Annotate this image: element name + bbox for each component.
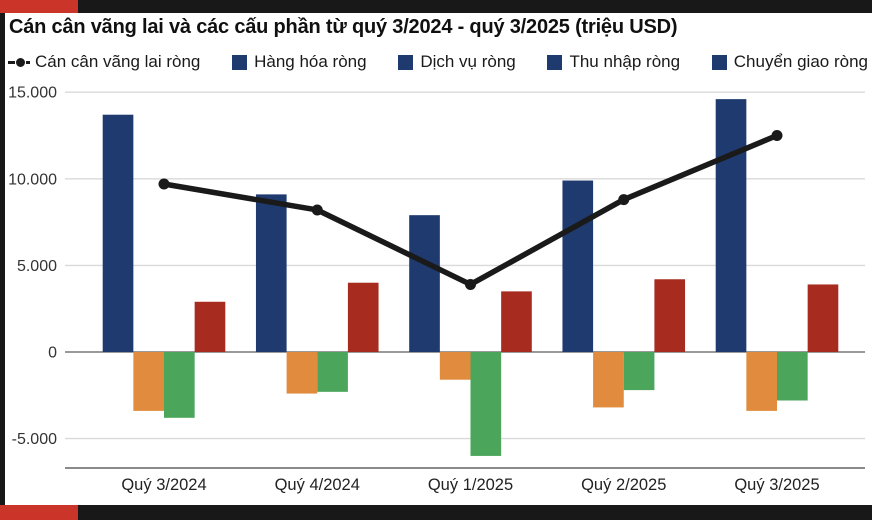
bar	[562, 180, 594, 352]
x-axis-category-label: Quý 3/2025	[734, 476, 819, 494]
bar	[409, 215, 440, 352]
legend-item-services: Dịch vụ ròng	[398, 52, 516, 72]
bar	[623, 352, 655, 391]
bar	[317, 352, 348, 392]
x-axis-category-label: Quý 4/2024	[275, 476, 360, 494]
line-point	[465, 278, 476, 290]
y-axis-tick-label: 0	[48, 345, 57, 362]
chart-legend: Cán cân vãng lai ròng Hàng hóa ròng Dịch…	[8, 50, 868, 74]
bar	[746, 352, 777, 411]
line-dot-marker-icon	[8, 57, 30, 67]
chart-title: Cán cân vãng lai và các cấu phần từ quý …	[9, 16, 678, 38]
legend-item-transfers: Chuyển giao ròng	[711, 52, 868, 72]
x-axis-category-label: Quý 2/2025	[581, 476, 666, 494]
bottom-divider-accent	[0, 505, 78, 520]
bar	[593, 352, 624, 408]
x-axis-category-label: Quý 3/2024	[121, 476, 206, 494]
legend-label: Cán cân vãng lai ròng	[35, 52, 201, 71]
top-divider-bar	[0, 0, 872, 13]
legend-label: Thu nhập ròng	[569, 52, 681, 71]
square-marker-icon	[232, 54, 248, 70]
bar	[654, 279, 686, 352]
bar	[286, 352, 318, 394]
y-axis-tick-label: -5.000	[12, 431, 57, 448]
bar	[347, 282, 379, 352]
legend-item-income: Thu nhập ròng	[547, 52, 680, 72]
bar	[194, 301, 226, 352]
legend-label: Hàng hóa ròng	[254, 52, 367, 71]
square-marker-icon	[711, 54, 727, 70]
bar	[470, 352, 502, 456]
bar	[133, 352, 164, 411]
y-axis-tick-label: 5.000	[17, 258, 57, 275]
legend-label: Dịch vụ ròng	[420, 52, 516, 71]
line-point	[771, 130, 783, 141]
bar	[102, 114, 134, 352]
bottom-divider-bar	[0, 505, 872, 520]
bar	[255, 194, 287, 352]
legend-item-goods: Hàng hóa ròng	[232, 52, 367, 72]
y-axis-tick-label: 10.000	[8, 171, 57, 188]
line-point	[158, 178, 170, 190]
bar	[501, 291, 532, 352]
chart-svg: 15.000 10.000 5.000 0 -5.000 Quý 3/2024 Quý 4/…	[8, 85, 865, 494]
legend-label: Chuyển giao ròng	[733, 52, 868, 71]
bar	[715, 99, 747, 353]
bar	[807, 284, 839, 352]
legend-item-current-account: Cán cân vãng lai ròng	[8, 52, 200, 72]
bar	[777, 352, 808, 401]
top-divider-accent	[0, 0, 78, 13]
left-edge-bar	[0, 13, 5, 505]
x-axis-category-label: Quý 1/2025	[428, 476, 513, 494]
line-point	[618, 194, 630, 206]
bar	[439, 352, 471, 380]
square-marker-icon	[398, 54, 414, 70]
line-point	[311, 204, 323, 216]
square-marker-icon	[547, 54, 563, 70]
bar	[164, 352, 195, 418]
y-axis-tick-label: 15.000	[8, 85, 57, 102]
